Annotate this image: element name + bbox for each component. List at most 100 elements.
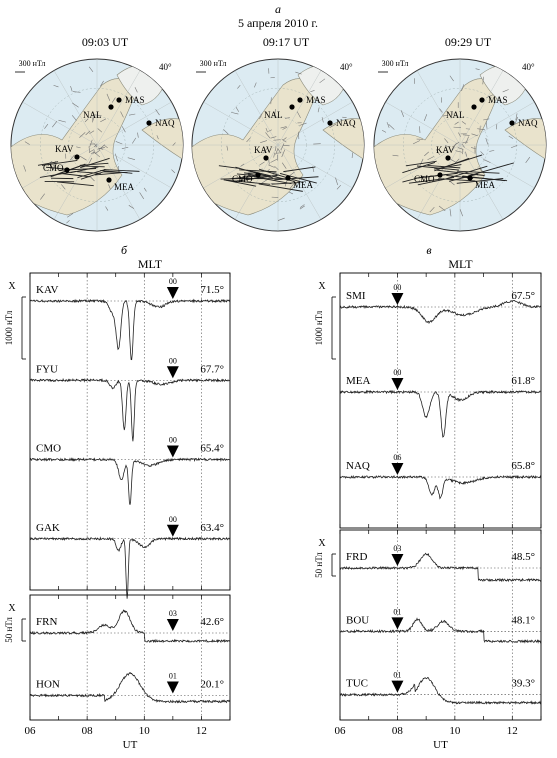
station-latitude: 67.7° (200, 363, 224, 375)
trace-frd: FRD 48.5° 03 (339, 544, 542, 583)
station-dot (509, 120, 515, 126)
x-tick-label: 08 (82, 725, 94, 737)
amplitude-scale-label: 1000 нТл (4, 310, 14, 345)
land-north-america (11, 78, 138, 216)
station-dot (445, 155, 451, 161)
mlt-value: 00 (169, 436, 177, 445)
amplitude-scale-label: 1000 нТл (314, 310, 324, 345)
trace-kav: KAV 71.5° 00 (29, 277, 231, 361)
magnetogram-line (339, 299, 542, 325)
station-label: MEA (293, 180, 314, 190)
figure-date: 5 апреля 2010 г. (238, 16, 318, 30)
magnetogram-line (29, 672, 231, 704)
station-latitude: 42.6° (200, 616, 224, 628)
mlt-value: 00 (169, 515, 177, 524)
x-axis-label: UT (433, 739, 448, 751)
x-axis-label: UT (123, 739, 138, 751)
trace-block-lower: FRD 48.5° 03 BOU 48.1° 01 TUC 39.3° 01 X 50 нТл (314, 529, 542, 721)
x-tick-label: 06 (25, 725, 37, 737)
mlt-value: 00 (393, 283, 401, 292)
station-latitude: 39.3° (511, 678, 535, 690)
station-code: FRD (346, 551, 367, 563)
mlt-value: 06 (393, 453, 401, 462)
station-code: FYU (36, 363, 58, 375)
x-tick-label: 06 (335, 725, 347, 737)
station-latitude: 65.4° (200, 443, 224, 455)
station-code: TUC (346, 678, 368, 690)
station-latitude: 65.8° (511, 460, 535, 472)
station-dot (289, 104, 295, 110)
mlt-marker-triangle (166, 287, 179, 299)
land-north-america (192, 78, 319, 216)
station-label: NAQ (336, 118, 356, 128)
latitude-label: 40° (340, 62, 353, 72)
station-label: KAV (55, 144, 74, 154)
plot-frame (339, 529, 542, 721)
magnetogram-line (339, 474, 542, 500)
polar-map-2: MAS NAL NAQ KAV CMO MEA 09:17 UT 300 нТл 40° (191, 35, 365, 232)
station-dot (146, 120, 152, 126)
magnetogram-line (29, 457, 231, 505)
station-dot (74, 154, 80, 160)
trace-block-lower: FRN 42.6° 03 HON 20.1° 01 X 50 нТл (4, 594, 231, 721)
station-code: GAK (36, 522, 60, 534)
station-label: KAV (436, 145, 455, 155)
mlt-value: 00 (169, 277, 177, 286)
mlt-marker-triangle (166, 366, 179, 379)
station-label: CMO (414, 174, 435, 184)
trace-block-upper: KAV 71.5° 00 FYU 67.7° 00 CMO 65.4° 00 GAK 63.4° 00… (4, 272, 231, 599)
map-time: 09:17 UT (263, 35, 310, 49)
land-europe (504, 118, 546, 166)
station-dot (106, 177, 112, 183)
station-label: NAQ (518, 118, 538, 128)
mlt-value: 03 (169, 609, 177, 618)
mlt-value: 01 (393, 607, 401, 616)
x-tick-label: 12 (196, 725, 207, 737)
station-dot (64, 167, 70, 173)
station-dot (479, 97, 485, 103)
station-latitude: 20.1° (200, 679, 224, 691)
station-latitude: 67.5° (511, 290, 535, 302)
magnetogram-line (29, 609, 231, 644)
land-europe (322, 118, 364, 166)
component-label: X (318, 538, 326, 549)
trace-frn: FRN 42.6° 03 (29, 609, 231, 644)
station-dot (285, 175, 291, 181)
vector-scale-label: 300 нТл (200, 59, 227, 68)
station-latitude: 63.4° (200, 522, 224, 534)
component-label: X (8, 281, 16, 292)
mlt-value: 03 (393, 544, 401, 553)
station-label: MAS (125, 95, 145, 105)
trace-hon: HON 20.1° 01 (29, 672, 231, 704)
map-time: 09:03 UT (82, 35, 129, 49)
mlt-marker-triangle (166, 524, 179, 537)
land-europe (141, 118, 183, 166)
plot-frame (339, 272, 542, 529)
mlt-marker-triangle (166, 681, 179, 694)
magnetogram-panel-right: MLT SMI 67.5° 00 MEA 61.8° 00 NAQ 65.8° 06 X 1000 н… (314, 257, 542, 751)
mlt-marker-triangle (391, 554, 404, 566)
station-label: MEA (114, 182, 135, 192)
station-latitude: 48.5° (511, 551, 535, 563)
mlt-label: MLT (138, 257, 163, 271)
mlt-marker-triangle (166, 619, 179, 631)
station-label: NAQ (155, 118, 175, 128)
plot-frame (29, 272, 231, 591)
magnetogram-line (29, 377, 231, 442)
map-time: 09:29 UT (445, 35, 492, 49)
station-dot (467, 175, 473, 181)
latitude-label: 40° (159, 62, 172, 72)
magnetogram-line (339, 676, 542, 705)
trace-cmo: CMO 65.4° 00 (29, 436, 231, 505)
x-tick-label: 10 (139, 725, 151, 737)
station-label: MAS (306, 95, 326, 105)
x-tick-label: 08 (392, 725, 404, 737)
station-dot (437, 172, 443, 178)
station-label: NAL (446, 110, 465, 120)
vector-scale-label: 300 нТл (382, 59, 409, 68)
station-code: NAQ (346, 460, 370, 472)
mlt-marker-triangle (166, 445, 179, 458)
mlt-value: 00 (393, 368, 401, 377)
component-label: X (8, 603, 16, 614)
